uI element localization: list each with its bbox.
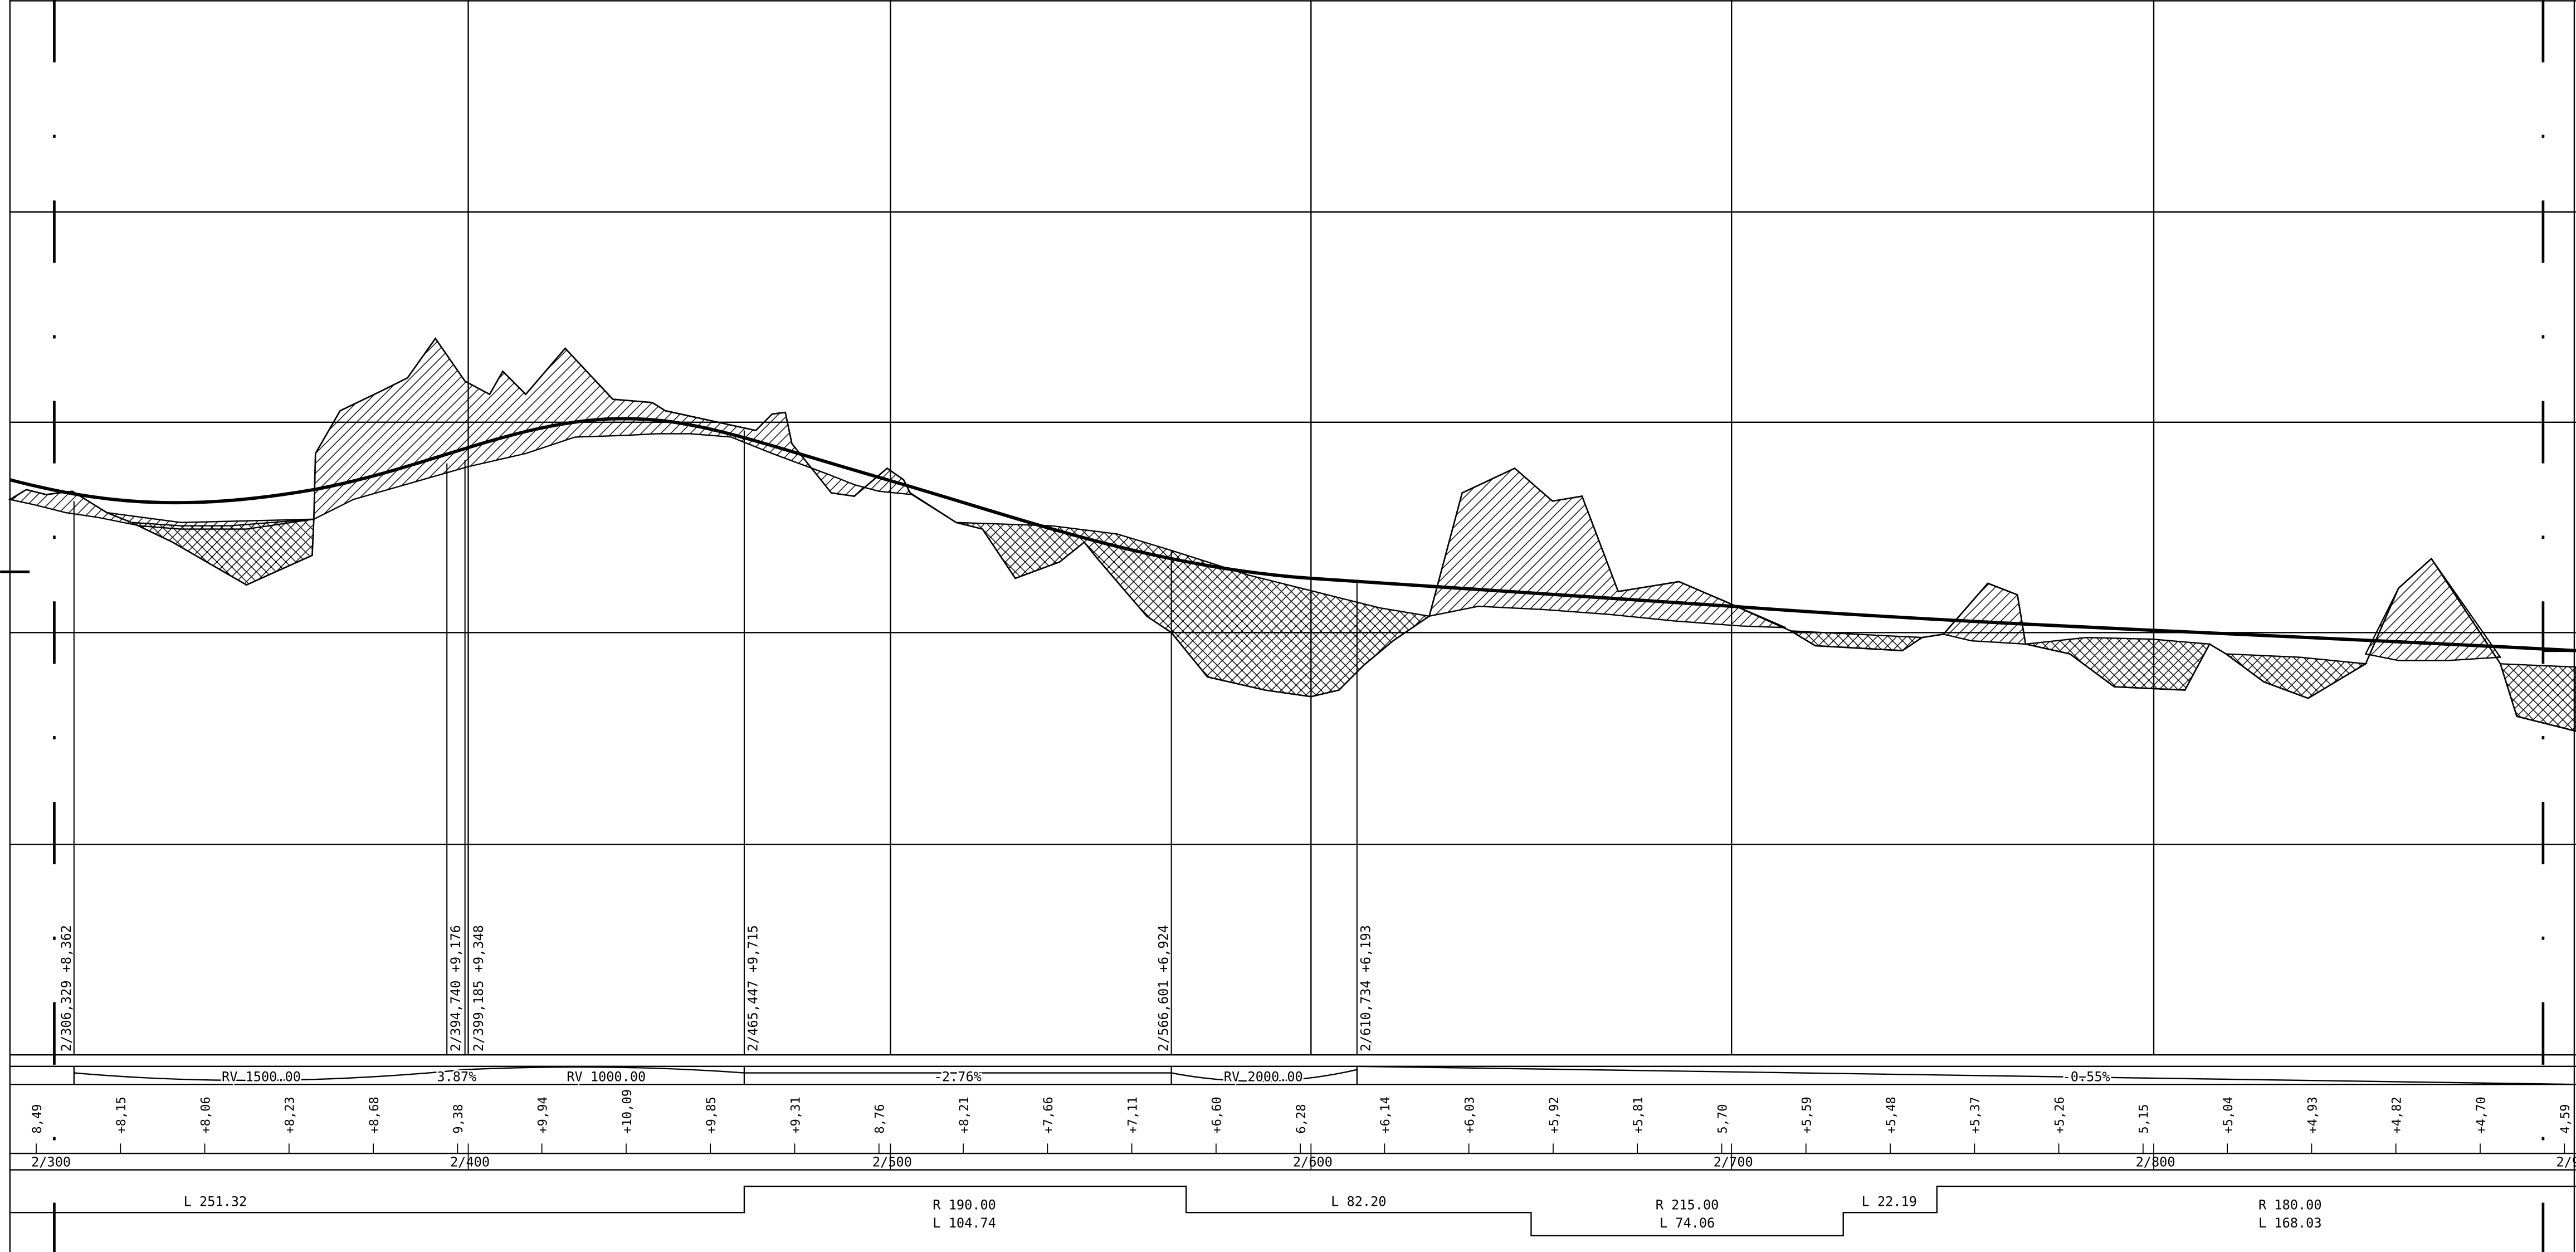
fill-area [131, 518, 315, 586]
cut-area [1428, 467, 1786, 629]
alignment-label: L 251.32 [184, 1193, 247, 1209]
alignment-labels: L 251.32 R 190.00 L 104.74 L 82.20 R 215… [184, 1193, 2322, 1230]
elevation-label: 5,15 [2137, 1104, 2151, 1133]
elevation-label: +5,92 [1547, 1097, 1562, 1134]
profile-bands [9, 1054, 2576, 1236]
design-grade-line [9, 417, 2576, 652]
elevation-label: 9,38 [451, 1104, 466, 1133]
elevation-label: +5,37 [1968, 1097, 1983, 1134]
elevation-label: +8,06 [198, 1097, 213, 1134]
station-elevation-labels: 2/306,329 +8,362 2/394,740 +9,176 2/399,… [58, 925, 1374, 1051]
fill-area [2025, 636, 2211, 691]
elevation-label: +8,15 [114, 1097, 129, 1134]
elevation-label: +9,85 [704, 1097, 719, 1134]
elevation-label: +9,94 [535, 1097, 550, 1134]
alignment-label: R 180.00 [2258, 1197, 2322, 1212]
elevation-labels: 8,49 +8,15 +8,06 +8,23 +8,68 9,38 +9,94 +10,09 +… [30, 1089, 2573, 1154]
grade-label: -0.55% [2063, 1069, 2110, 1084]
ground-line [9, 337, 2576, 732]
elevation-label: +10,09 [620, 1089, 635, 1134]
station-label: 2/600 [1293, 1154, 1333, 1170]
elevation-label: +7,11 [1125, 1097, 1140, 1134]
station-label: 2/9 [2556, 1154, 2576, 1170]
alignment-label: R 215.00 [1656, 1197, 1719, 1212]
grade-band-labels: RV 1500.00 3.87% RV 1000.00 -2.76% RV 20… [220, 1067, 2112, 1086]
elevation-label: 8,76 [873, 1104, 887, 1133]
vertical-label: 2/610,734 +6,193 [1358, 925, 1373, 1051]
alignment-label: L 74.06 [1660, 1215, 1715, 1231]
alignment-label: R 190.00 [933, 1197, 996, 1212]
station-labels: 2/300 2/400 2/500 2/600 2/700 2/800 2/9 [31, 1154, 2576, 1170]
station-label: 2/800 [2136, 1154, 2175, 1170]
elevation-label: +5,04 [2221, 1097, 2236, 1134]
elevation-label: 5,70 [1715, 1104, 1730, 1133]
station-label: 2/500 [872, 1154, 912, 1170]
vertical-label: 2/394,740 +9,176 [448, 925, 464, 1051]
alignment-label: L 104.74 [933, 1215, 996, 1231]
elevation-label: +4,82 [2390, 1097, 2404, 1134]
vertical-label: 2/306,329 +8,362 [58, 925, 74, 1051]
cut-area [8, 337, 957, 530]
grade-label: RV 1000.00 [567, 1069, 646, 1084]
alignment-label: L 168.03 [2258, 1215, 2322, 1231]
elevation-label: 6,28 [1294, 1104, 1309, 1133]
vertical-label: 2/465,447 +9,715 [745, 925, 761, 1051]
elevation-label: +5,81 [1631, 1097, 1646, 1134]
elevation-label: +6,60 [1210, 1097, 1224, 1134]
elevation-label: +5,59 [1800, 1097, 1814, 1134]
elevation-label: +8,68 [367, 1097, 382, 1134]
alignment-label: L 22.19 [1862, 1193, 1917, 1209]
elevation-label: 4,59 [2558, 1104, 2573, 1133]
elevation-label: +8,23 [283, 1097, 297, 1134]
grade-label: RV 2000.00 [1224, 1069, 1303, 1084]
station-label: 2/700 [1714, 1154, 1753, 1170]
elevation-label: +4,93 [2305, 1097, 2320, 1134]
elevation-label: +7,66 [1041, 1097, 1056, 1134]
elevation-label: +6,03 [1463, 1097, 1477, 1134]
vertical-label: 2/399,185 +9,348 [471, 925, 486, 1051]
elevation-label: 8,49 [30, 1104, 45, 1133]
alignment-label: L 82.20 [1331, 1193, 1386, 1209]
station-ticks [467, 1143, 2154, 1170]
elevation-label: +9,31 [788, 1097, 803, 1134]
cut-fill-areas [8, 337, 2576, 732]
elevation-label: +6,14 [1378, 1097, 1393, 1134]
vertical-label: 2/566,601 +6,924 [1156, 925, 1172, 1051]
station-label: 2/300 [31, 1154, 71, 1170]
elevation-label: +5,26 [2052, 1097, 2067, 1134]
elevation-label: +4,70 [2474, 1097, 2489, 1134]
grade-label: -2.76% [934, 1069, 982, 1084]
grade-label: 3.87% [437, 1069, 476, 1084]
elevation-label: +5,48 [1884, 1097, 1899, 1134]
station-label: 2/400 [450, 1154, 490, 1170]
grade-label: RV 1500.00 [222, 1069, 301, 1084]
elevation-label: +8,21 [957, 1097, 972, 1134]
